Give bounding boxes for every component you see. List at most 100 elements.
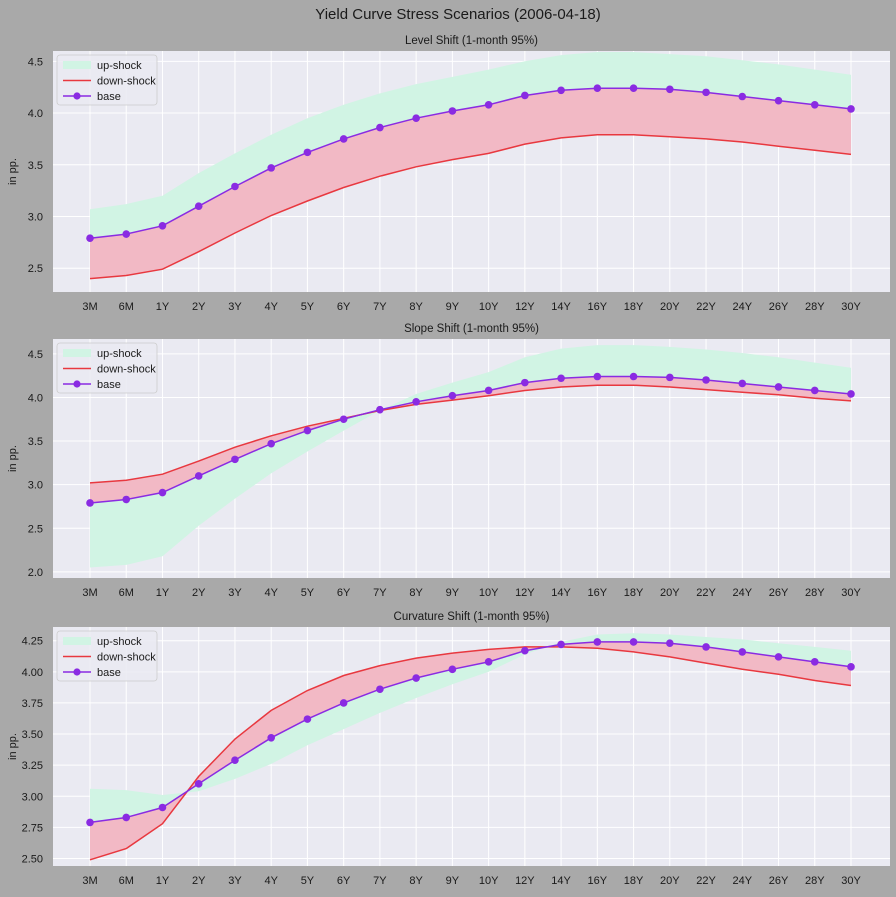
base-point [629,372,638,381]
x-tick-label: 30Y [841,587,861,599]
x-tick-label: 30Y [841,875,861,887]
legend-label: down-shock [97,364,156,376]
x-tick-label: 18Y [624,587,644,599]
x-tick-label: 9Y [446,875,460,887]
base-point [521,91,529,100]
x-tick-label: 16Y [588,875,608,887]
base-point [847,105,855,113]
base-point [484,100,493,109]
chart-title: Level Shift (1-month 95%) [405,35,538,47]
x-tick-label: 26Y [769,587,789,599]
base-point [810,100,819,109]
base-point [702,376,710,384]
y-axis-label: in pp. [7,158,19,185]
downshock-line [89,384,852,484]
legend-label: down-shock [97,76,156,88]
x-tick-label: 6M [119,587,134,599]
base-point [847,663,855,671]
base-point [194,780,203,788]
base-point [738,92,747,101]
base-point [194,202,203,210]
x-tick-label: 10Y [479,875,499,887]
base-point [376,405,384,414]
y-tick-label: 4.5 [28,56,43,68]
base-point [122,495,131,504]
y-tick-label: 3.75 [22,698,43,710]
y-tick-label: 3.50 [22,729,43,741]
x-tick-label: 20Y [660,875,680,887]
base-point [339,699,348,707]
legend: up-shock down-shock base [56,630,158,682]
x-tick-label: 12Y [515,587,535,599]
base-point [303,426,312,435]
base-point [448,107,457,115]
x-tick-label: 7Y [373,587,387,599]
chart-title: Curvature Shift (1-month 95%) [394,611,550,623]
x-tick-label: 20Y [660,587,680,599]
x-tick-label: 6M [119,301,134,313]
base-point [702,643,710,651]
x-tick-label: 6Y [337,587,351,599]
y-tick-label: 3.5 [28,160,43,172]
legend-swatch-upshock [63,637,91,645]
base-point [521,378,529,387]
y-tick-label: 4.5 [28,349,43,361]
x-tick-label: 8Y [409,301,423,313]
base-point [158,488,167,497]
x-tick-label: 26Y [769,301,789,313]
legend-label: down-shock [97,652,156,664]
figure-title: Yield Curve Stress Scenarios (2006-04-18… [315,6,600,23]
x-tick-label: 16Y [588,587,608,599]
base-point [593,638,602,646]
base-point [702,88,710,97]
chart-title: Slope Shift (1-month 95%) [404,323,539,335]
chart-panel-3: 3M 6M 1Y 2Y 3Y 4Y 5Y 6Y 7Y 8Y 9Y 10Y 12Y 14Y 16Y 18Y 20Y… [7,611,890,887]
x-tick-label: 12Y [515,875,535,887]
x-tick-label: 6Y [337,875,351,887]
legend-label: up-shock [97,348,142,360]
x-tick-label: 8Y [409,587,423,599]
x-tick-label: 24Y [732,875,752,887]
x-tick-label: 24Y [732,301,752,313]
base-point [774,383,783,391]
base-point [412,114,420,123]
base-point [629,84,638,93]
x-tick-label: 3Y [228,301,242,313]
base-point [774,96,783,105]
base-point [86,234,94,243]
base-point [738,648,747,656]
legend-swatch-upshock [63,61,91,69]
x-tick-label: 30Y [841,301,861,313]
base-point [484,386,493,395]
base-point [231,455,239,464]
legend-swatch-base-marker [73,92,81,100]
x-tick-label: 4Y [264,587,278,599]
base-point [231,182,239,191]
x-tick-label: 14Y [551,587,571,599]
base-point [267,164,275,172]
x-tick-label: 28Y [805,301,825,313]
legend-label: base [97,379,121,391]
base-point [267,439,275,448]
x-tick-label: 22Y [696,587,716,599]
y-tick-label: 2.50 [22,854,43,866]
x-tick-label: 4Y [264,301,278,313]
downshock-line [89,646,852,861]
base-point [158,222,167,230]
base-line [89,641,852,824]
x-tick-label: 14Y [551,301,571,313]
x-tick-label: 9Y [446,587,460,599]
x-tick-label: 26Y [769,875,789,887]
y-tick-label: 2.0 [28,567,43,579]
x-tick-label: 1Y [156,875,170,887]
y-axis-label: in pp. [7,445,19,472]
x-tick-label: 28Y [805,875,825,887]
base-point [666,85,674,94]
y-tick-label: 2.75 [22,822,43,834]
x-tick-label: 7Y [373,301,387,313]
base-point [738,379,747,388]
downshock-band [90,641,851,860]
base-point [448,391,457,400]
base-point [774,653,783,661]
y-tick-label: 4.00 [22,667,43,679]
